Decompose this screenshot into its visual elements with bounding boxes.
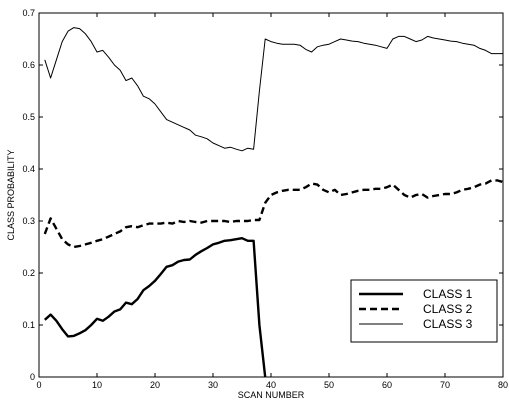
x-tick-label: 80 (498, 380, 508, 390)
legend-label-class-2: CLASS 2 (423, 302, 473, 316)
legend-label-class-1: CLASS 1 (423, 287, 473, 301)
x-tick-label: 20 (150, 380, 160, 390)
y-tick-label: 0.2 (22, 268, 35, 278)
y-tick-label: 0 (30, 372, 35, 382)
x-tick-label: 70 (440, 380, 450, 390)
y-tick-label: 0.1 (22, 320, 35, 330)
x-tick-label: 40 (266, 380, 276, 390)
x-tick-label: 10 (92, 380, 102, 390)
x-tick-label: 0 (36, 380, 41, 390)
series-line-class-2 (43, 179, 504, 249)
axis-ticks (38, 12, 504, 378)
y-tick-label: 0.3 (22, 216, 35, 226)
y-tick-label: 0.7 (22, 8, 35, 18)
legend-label-class-3: CLASS 3 (423, 317, 473, 331)
y-tick-label: 0.4 (22, 164, 35, 174)
y-axis-label: CLASS PROBABILITY (6, 149, 16, 240)
y-tick-label: 0.6 (22, 60, 35, 70)
x-tick-label: 30 (208, 380, 218, 390)
x-tick-label: 60 (382, 380, 392, 390)
series-line-class-3 (44, 27, 503, 152)
series-lines (43, 27, 504, 378)
x-axis-label: SCAN NUMBER (238, 390, 305, 400)
x-tick-label: 50 (324, 380, 334, 390)
legend-box (350, 279, 498, 343)
y-tick-label: 0.5 (22, 112, 35, 122)
series-line-class-1 (43, 236, 267, 378)
tick-labels: 0 10 20 30 40 50 60 70 80 0 0.1 0.2 0.3 0.4 0.5 0.6 0.7 (22, 8, 508, 390)
